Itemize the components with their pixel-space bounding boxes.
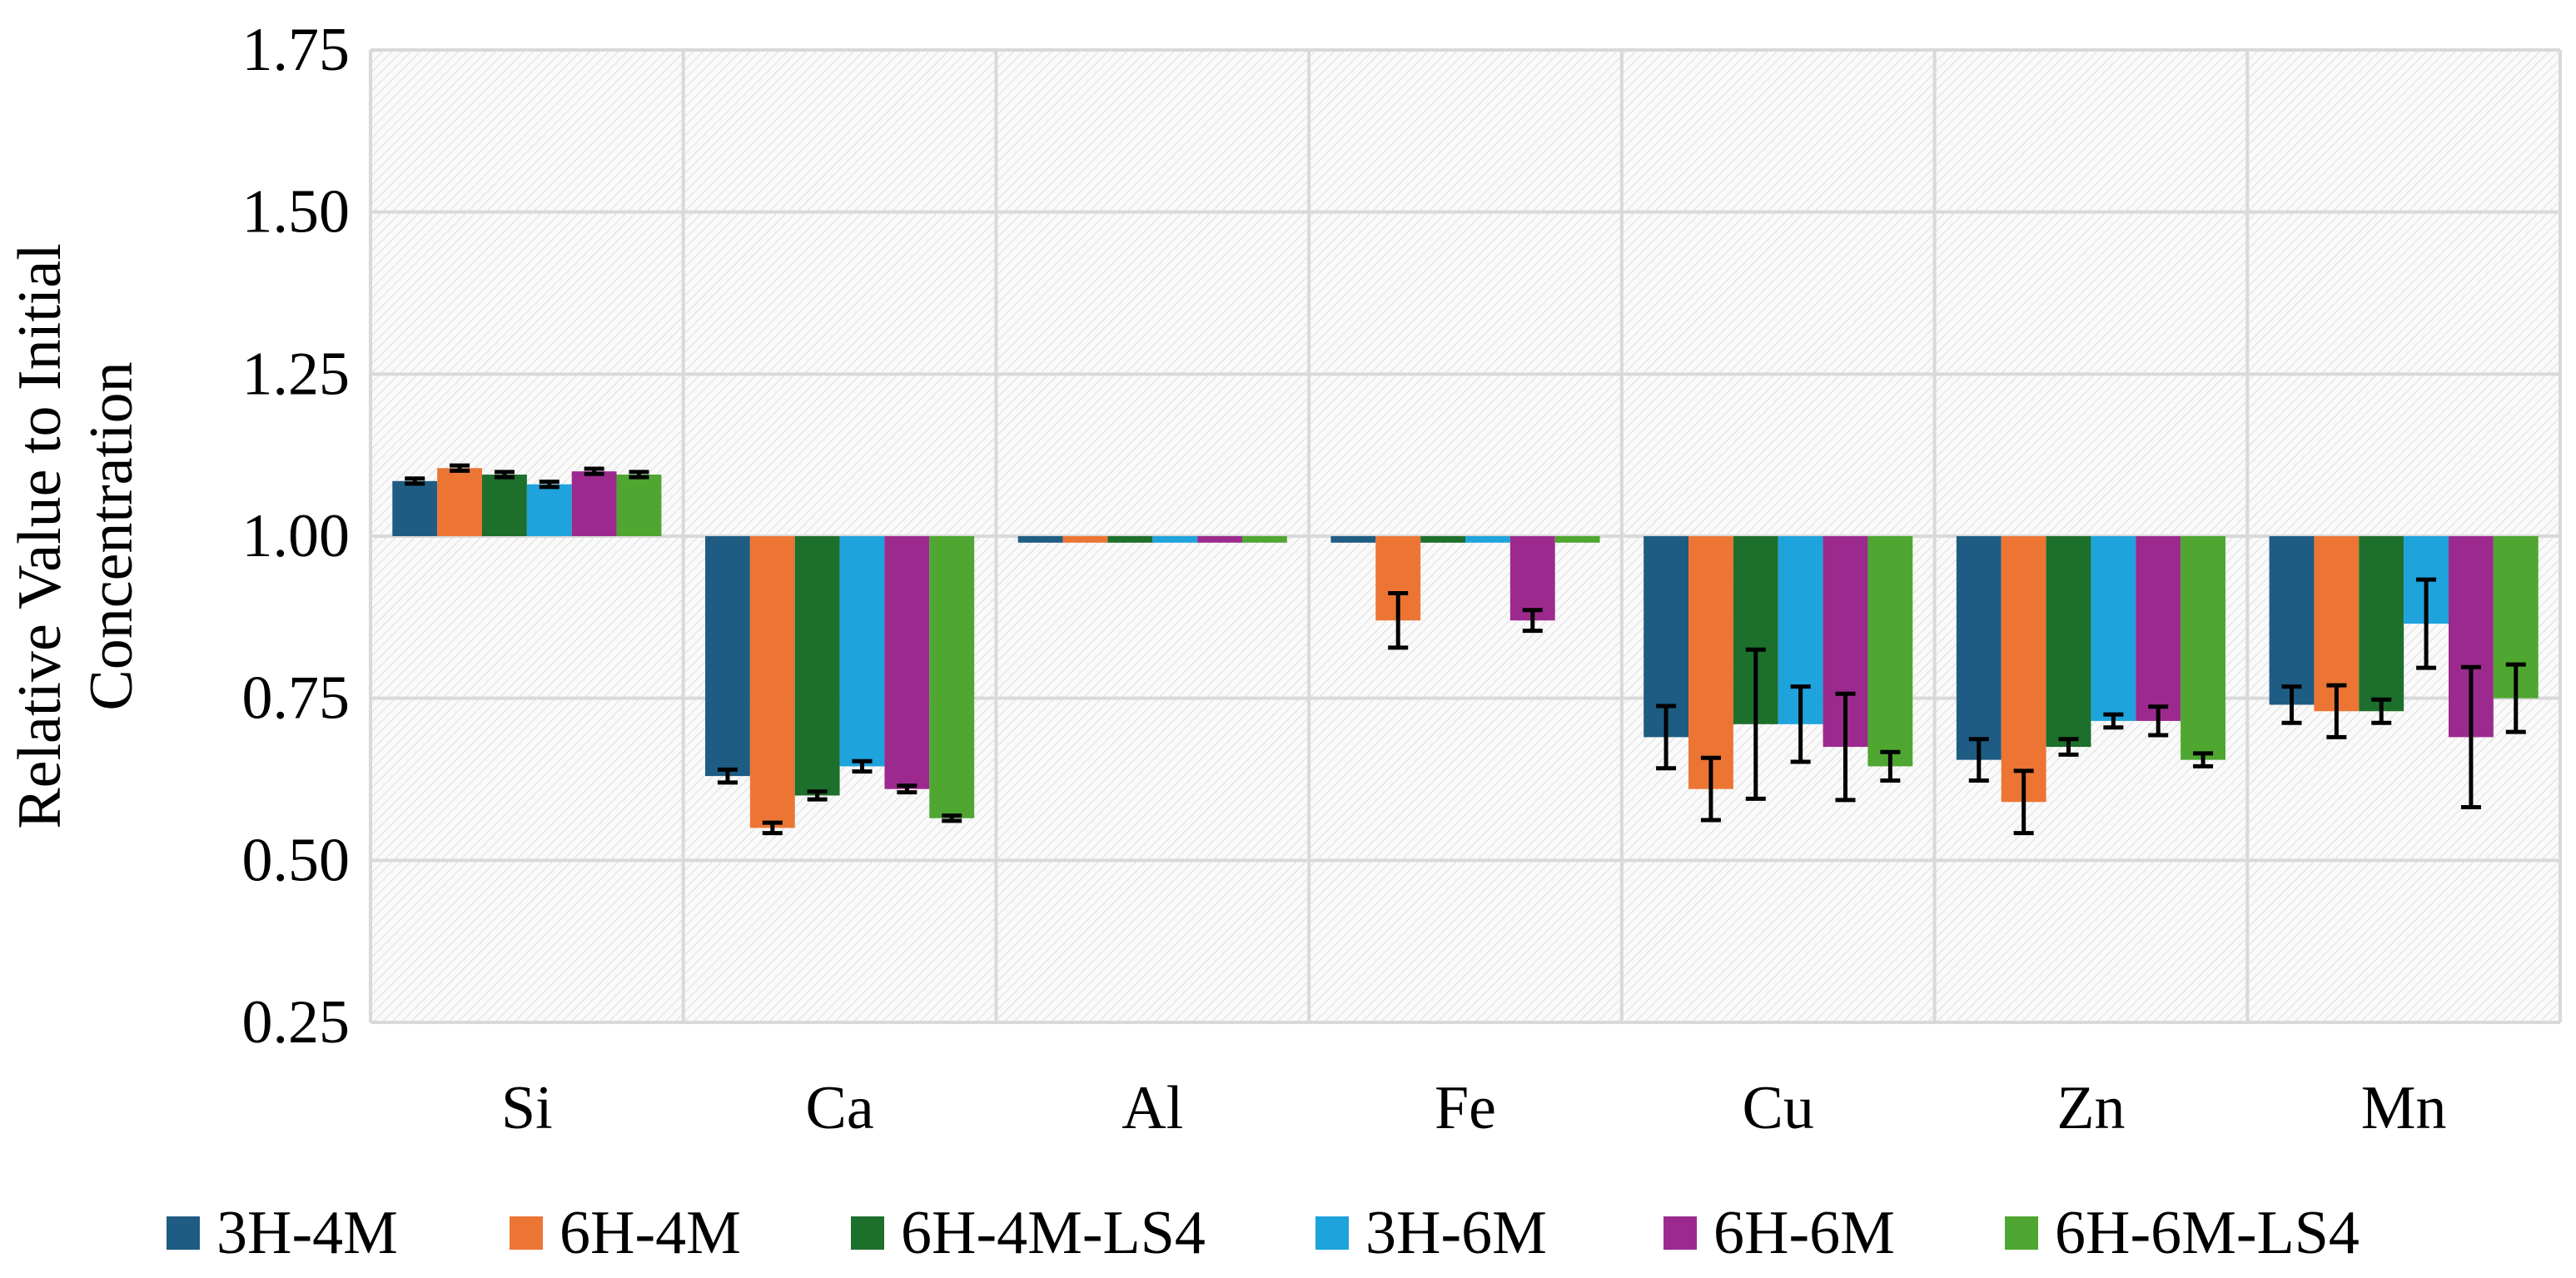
bar-6H-6M-Si (571, 471, 617, 536)
y-tick-label: 0.50 (242, 826, 351, 894)
legend-swatch (510, 1216, 543, 1250)
bar-6H-4M-LS4-Si (482, 475, 527, 536)
bar-6H-4M-Cu (1688, 536, 1733, 789)
legend-item-6H-4M: 6H-4M (510, 1199, 741, 1267)
bar-6H-6M-Fe (1509, 536, 1555, 621)
legend-swatch (851, 1216, 884, 1250)
y-tick-label: 1.50 (242, 178, 351, 246)
y-tick-label: 0.75 (242, 664, 351, 733)
y-tick-label: 1.75 (242, 16, 351, 84)
legend-item-6H-6M-LS4: 6H-6M-LS4 (2005, 1199, 2360, 1267)
bar-3H-4M-Mn (2269, 536, 2315, 705)
bar-6H-6M-Ca (884, 536, 930, 789)
x-tick-label: Si (501, 1074, 553, 1142)
bar-6H-6M-LS4-Fe (1554, 536, 1600, 543)
bar-6H-6M-LS4-Si (616, 475, 662, 536)
legend-swatch (1663, 1216, 1697, 1250)
bar-3H-6M-Ca (839, 536, 885, 767)
legend-item-6H-4M-LS4: 6H-4M-LS4 (851, 1199, 1206, 1267)
y-tick-label: 1.00 (242, 502, 351, 570)
y-tick-label: 1.25 (242, 340, 351, 408)
legend-label: 6H-4M (559, 1199, 741, 1267)
bar-6H-4M-Al (1062, 536, 1108, 543)
legend: 3H-4M 6H-4M 6H-4M-LS4 3H-6M 6H-6M 6H-6M-LS4 (167, 1199, 2360, 1267)
bar-6H-6M-LS4-Cu (1867, 536, 1913, 767)
x-tick-label: Fe (1435, 1074, 1496, 1142)
bar-6H-6M-Al (1197, 536, 1242, 543)
bar-3H-6M-Si (526, 484, 572, 536)
legend-label: 3H-6M (1365, 1199, 1547, 1267)
legend-item-6H-6M: 6H-6M (1663, 1199, 1895, 1267)
bar-6H-4M-Zn (2001, 536, 2046, 803)
legend-label: 3H-4M (216, 1199, 398, 1267)
bar-3H-4M-Si (392, 480, 438, 536)
x-tick-label: Cu (1743, 1074, 1814, 1142)
bar-3H-6M-Zn (2091, 536, 2136, 721)
bar-3H-4M-Zn (1956, 536, 2002, 760)
bar-3H-4M-Ca (705, 536, 750, 777)
x-tick-label: Ca (805, 1074, 873, 1142)
bar-6H-6M-LS4-Zn (2181, 536, 2225, 760)
error-bars (405, 463, 2526, 836)
bar-3H-6M-Al (1152, 536, 1198, 543)
bar-6H-4M-LS4-Fe (1420, 536, 1465, 543)
y-axis-label-line-2: Concentration (77, 361, 146, 710)
legend-item-3H-4M: 3H-4M (167, 1199, 398, 1267)
legend-swatch (167, 1216, 200, 1250)
y-tick-label: 0.25 (242, 988, 351, 1057)
bar-6H-6M-Zn (2136, 536, 2181, 721)
bar-6H-4M-Mn (2314, 536, 2360, 712)
legend-swatch (1315, 1216, 1349, 1250)
bar-3H-4M-Fe (1330, 536, 1376, 543)
bar-3H-4M-Al (1017, 536, 1063, 543)
bar-6H-6M-LS4-Ca (929, 536, 975, 818)
bar-3H-6M-Fe (1465, 536, 1510, 543)
bar-6H-4M-LS4-Ca (794, 536, 840, 796)
bar-6H-4M-LS4-Mn (2359, 536, 2404, 712)
bars (392, 468, 2539, 828)
bar-3H-4M-Cu (1644, 536, 1689, 738)
bar-6H-4M-LS4-Zn (2046, 536, 2091, 748)
legend-swatch (2005, 1216, 2038, 1250)
y-axis-label-line-1: Relative Value to Initial (6, 243, 74, 829)
y-axis-ticks: 0.25 0.50 0.75 1.00 1.25 1.50 1.75 (242, 16, 351, 1057)
bar-6H-4M-Ca (749, 536, 795, 828)
x-axis-ticks: Si Ca Al Fe Cu Zn Mn (501, 1074, 2447, 1142)
legend-label: 6H-6M (1713, 1199, 1895, 1267)
x-tick-label: Al (1121, 1074, 1183, 1142)
bar-6H-4M-Si (437, 468, 483, 536)
bar-6H-4M-LS4-Al (1107, 536, 1153, 543)
legend-item-3H-6M: 3H-6M (1315, 1199, 1547, 1267)
x-tick-label: Zn (2056, 1074, 2125, 1142)
legend-label: 6H-4M-LS4 (901, 1199, 1206, 1267)
legend-label: 6H-6M-LS4 (2055, 1199, 2360, 1267)
bar-6H-6M-LS4-Al (1241, 536, 1287, 543)
x-tick-label: Mn (2361, 1074, 2447, 1142)
